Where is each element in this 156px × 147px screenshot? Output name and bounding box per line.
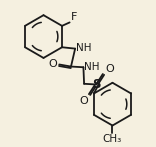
Text: NH: NH bbox=[84, 62, 100, 72]
Text: F: F bbox=[71, 12, 77, 22]
Text: NH: NH bbox=[76, 43, 91, 53]
Text: CH₃: CH₃ bbox=[103, 134, 122, 144]
Text: S: S bbox=[92, 78, 101, 91]
Text: O: O bbox=[79, 96, 88, 106]
Text: O: O bbox=[49, 59, 58, 69]
Text: O: O bbox=[105, 64, 114, 74]
